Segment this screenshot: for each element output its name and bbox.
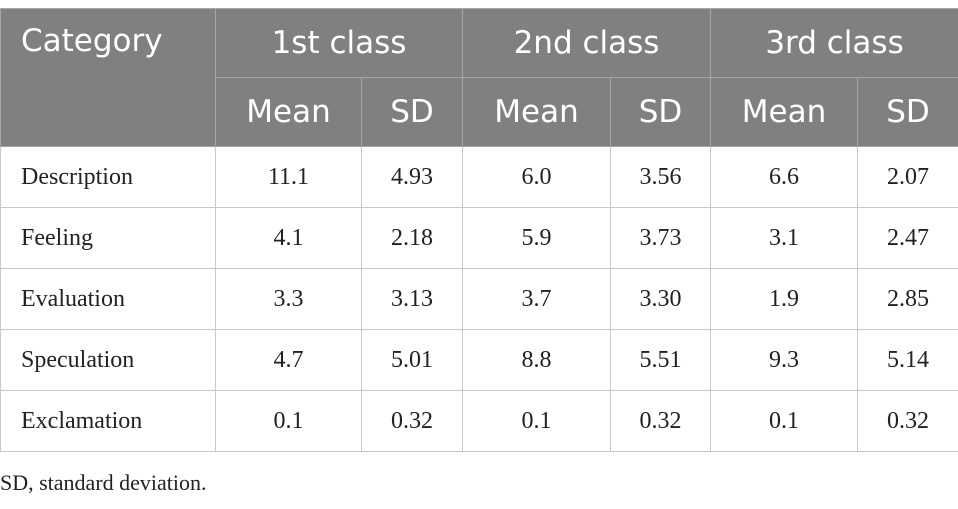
- table-cell: 3.13: [361, 268, 463, 330]
- table-row: Evaluation 3.3 3.13 3.7 3.30 1.9 2.85: [0, 268, 958, 330]
- table-cell: 0.1: [710, 390, 859, 452]
- table-cell: 0.1: [462, 390, 611, 452]
- row-label: Evaluation: [0, 268, 216, 330]
- table-cell: 6.6: [710, 146, 859, 208]
- table-cell: 0.1: [215, 390, 362, 452]
- header-row: Category 1st class 2nd class 3rd class: [0, 8, 958, 147]
- table-cell: 5.01: [361, 329, 463, 391]
- table-cell: 2.07: [857, 146, 958, 208]
- table-cell: 0.32: [609, 390, 712, 452]
- table-cell: 2.18: [361, 207, 463, 269]
- subheader-cell: Mean: [710, 77, 859, 147]
- group-header: 1st class: [215, 8, 463, 78]
- subheader-cell: Mean: [215, 77, 362, 147]
- table-cell: 1.9: [710, 268, 859, 330]
- row-label: Feeling: [0, 207, 216, 269]
- table-cell: 5.14: [857, 329, 958, 391]
- table-cell: 2.47: [857, 207, 958, 269]
- group-header: 3rd class: [710, 8, 958, 78]
- table-cell: 3.1: [710, 207, 859, 269]
- table-row: Description 11.1 4.93 6.0 3.56 6.6 2.07: [0, 146, 958, 208]
- table-cell: 2.85: [857, 268, 958, 330]
- table-cell: 6.0: [462, 146, 611, 208]
- table-cell: 3.30: [609, 268, 712, 330]
- table-cell: 3.56: [609, 146, 712, 208]
- table-cell: 4.93: [361, 146, 463, 208]
- table-header: Category 1st class 2nd class 3rd class Mean S…: [0, 8, 958, 147]
- table-cell: 4.7: [215, 329, 362, 391]
- table-cell: 5.51: [609, 329, 712, 391]
- table-row: Exclamation 0.1 0.32 0.1 0.32 0.1 0.32: [0, 390, 958, 452]
- group-header: 2nd class: [461, 8, 712, 78]
- table-cell: 3.3: [215, 268, 362, 330]
- subheader-row: Mean SD Mean SD Mean SD: [1, 77, 958, 147]
- table-cell: 0.32: [361, 390, 463, 452]
- table-cell: 0.32: [857, 390, 958, 452]
- table-cell: 3.73: [609, 207, 712, 269]
- data-table: Category 1st class 2nd class 3rd class Mean S…: [0, 8, 958, 452]
- table-cell: 9.3: [710, 329, 859, 391]
- table-body: Description 11.1 4.93 6.0 3.56 6.6 2.07 Feeling…: [0, 146, 958, 452]
- row-label: Description: [0, 146, 216, 208]
- table-cell: 8.8: [462, 329, 611, 391]
- subheader-cell: Mean: [462, 77, 611, 147]
- subheader-cell: SD: [609, 77, 712, 147]
- header-cell: Category: [0, 8, 216, 147]
- table-row: Feeling 4.1 2.18 5.9 3.73 3.1 2.47: [0, 207, 958, 269]
- table-row: Speculation 4.7 5.01 8.8 5.51 9.3 5.14: [0, 329, 958, 391]
- footnote: SD, standard deviation.: [0, 470, 207, 495]
- subheader-cell: SD: [361, 77, 463, 147]
- table-cell: 5.9: [462, 207, 611, 269]
- table-cell: 11.1: [215, 146, 362, 208]
- row-label: Exclamation: [0, 390, 216, 452]
- table-cell: 4.1: [215, 207, 362, 269]
- row-label: Speculation: [0, 329, 216, 391]
- subheader-cell: SD: [857, 77, 958, 147]
- table-cell: 3.7: [462, 268, 611, 330]
